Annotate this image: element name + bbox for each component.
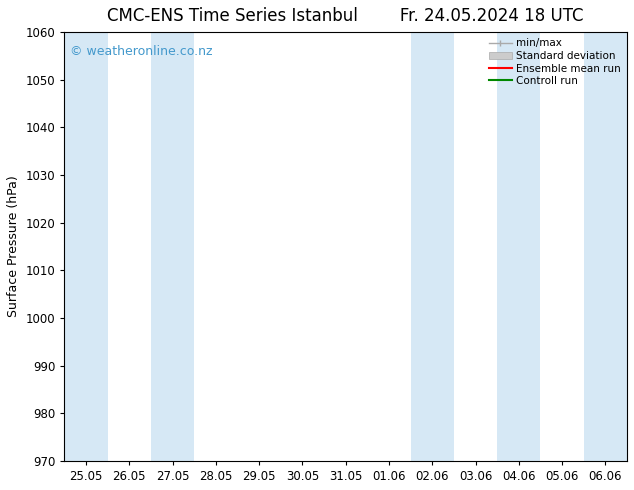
Title: CMC-ENS Time Series Istanbul        Fr. 24.05.2024 18 UTC: CMC-ENS Time Series Istanbul Fr. 24.05.2… xyxy=(107,7,584,25)
Bar xyxy=(584,32,627,461)
Text: © weatheronline.co.nz: © weatheronline.co.nz xyxy=(70,45,212,58)
Bar xyxy=(64,32,108,461)
Bar xyxy=(151,32,194,461)
Y-axis label: Surface Pressure (hPa): Surface Pressure (hPa) xyxy=(7,176,20,318)
Bar xyxy=(411,32,454,461)
Legend: min/max, Standard deviation, Ensemble mean run, Controll run: min/max, Standard deviation, Ensemble me… xyxy=(485,34,625,90)
Bar xyxy=(497,32,540,461)
